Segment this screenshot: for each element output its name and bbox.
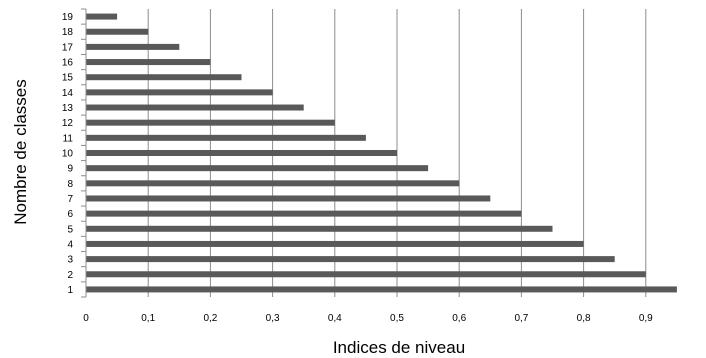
y-tick-label: 5 (67, 224, 73, 235)
y-tick-label: 8 (67, 179, 73, 190)
x-tick-label: 0,6 (452, 313, 466, 324)
x-tick-label: 0,5 (390, 313, 404, 324)
y-tick-label: 10 (62, 149, 74, 160)
x-axis-title: Indices de niveau (333, 338, 465, 357)
y-tick-label: 1 (67, 285, 73, 296)
x-tick-label: 0 (83, 313, 89, 324)
bars (86, 13, 677, 293)
x-tick-label: 0,9 (639, 313, 653, 324)
x-tick-label: 0,8 (577, 313, 591, 324)
bar-16 (86, 59, 211, 66)
y-tick-label: 17 (62, 42, 74, 53)
y-tick-label: 16 (62, 58, 74, 69)
y-tick-label: 7 (67, 194, 73, 205)
bar-11 (86, 134, 366, 141)
bar-10 (86, 150, 397, 156)
y-tick-label: 11 (63, 133, 74, 144)
bar-14 (86, 89, 273, 96)
bar-17 (86, 43, 180, 50)
bar-5 (86, 225, 553, 232)
y-tick-label: 6 (67, 209, 73, 220)
x-tick-label: 0,3 (266, 313, 280, 324)
bar-8 (86, 180, 460, 187)
bar-3 (86, 256, 615, 263)
bar-1 (86, 286, 677, 293)
y-tick-label: 14 (62, 88, 74, 99)
axes (81, 8, 87, 298)
bar-19 (86, 13, 118, 20)
y-tick-label: 9 (67, 164, 73, 175)
x-tick-label: 0,7 (514, 313, 528, 324)
bar-15 (86, 74, 242, 81)
y-tick-label: 4 (67, 239, 73, 250)
bar-12 (86, 119, 335, 126)
y-tick-label: 12 (62, 118, 74, 129)
x-tick-label: 0,1 (141, 313, 155, 324)
y-tick-label: 18 (62, 27, 74, 38)
bar-4 (86, 240, 584, 247)
bar-13 (86, 104, 304, 111)
y-tick-label: 13 (62, 103, 74, 114)
x-tick-labels: 0 0,1 0,2 0,3 0,4 0,5 0,6 0,7 0,8 0,9 (83, 313, 653, 324)
bar-18 (86, 28, 149, 35)
bar-9 (86, 165, 429, 172)
y-tick-label: 15 (62, 73, 74, 84)
bar-6 (86, 210, 522, 217)
y-axis-title: Nombre de classes (11, 79, 30, 225)
x-tick-label: 0,2 (203, 313, 217, 324)
y-tick-label: 2 (67, 270, 73, 281)
y-tick-label: 3 (67, 255, 73, 266)
bar-2 (86, 271, 646, 278)
x-tick-label: 0,4 (328, 313, 342, 324)
y-tick-label: 19 (62, 12, 74, 23)
bar-7 (86, 195, 491, 202)
